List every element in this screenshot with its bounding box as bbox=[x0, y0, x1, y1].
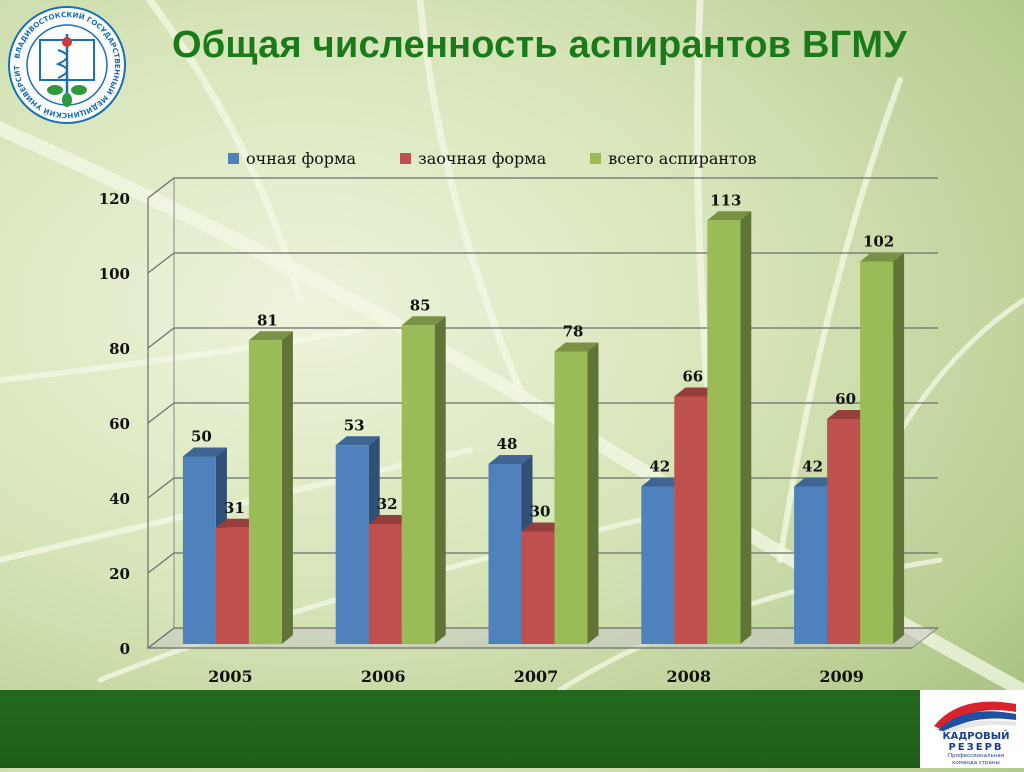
bar-vsego bbox=[860, 261, 894, 644]
bar-top bbox=[488, 455, 533, 464]
caduceus-icon bbox=[39, 34, 95, 107]
y-tick-label: 120 bbox=[99, 190, 130, 208]
badge-line4: команда страны bbox=[952, 760, 1000, 766]
bar-side bbox=[281, 331, 293, 644]
y-tick-label: 40 bbox=[109, 490, 130, 508]
data-label: 31 bbox=[224, 499, 245, 517]
bar-ochnaya bbox=[488, 464, 522, 644]
bar-top bbox=[182, 447, 227, 457]
bar-chart: 0 20 40 60 80 100 120 50 31 81 2005 53 32 85 2006 48 30 7… bbox=[99, 176, 940, 686]
data-label: 78 bbox=[563, 323, 584, 341]
data-label: 50 bbox=[191, 428, 212, 446]
data-label: 32 bbox=[377, 495, 398, 513]
data-label: 42 bbox=[649, 458, 670, 476]
x-tick-label: 2006 bbox=[361, 667, 406, 686]
bar-zaochnaya bbox=[827, 419, 861, 644]
bar-zaochnaya bbox=[674, 396, 708, 644]
y-tick-label: 100 bbox=[99, 265, 130, 283]
bar-side bbox=[740, 211, 752, 644]
data-label: 66 bbox=[682, 368, 703, 386]
bar-vsego bbox=[248, 340, 282, 644]
bar-side bbox=[434, 316, 446, 644]
data-label: 53 bbox=[344, 416, 365, 434]
x-tick-label: 2009 bbox=[819, 667, 864, 686]
data-label: 81 bbox=[257, 311, 278, 329]
legend-label: очная форма bbox=[246, 148, 356, 168]
legend-label: заочная форма bbox=[417, 148, 547, 168]
bar-vsego bbox=[554, 351, 588, 644]
gridline bbox=[147, 252, 938, 274]
bar-zaochnaya bbox=[521, 531, 555, 644]
data-label: 113 bbox=[710, 191, 741, 209]
data-label: 60 bbox=[835, 390, 856, 408]
data-label: 42 bbox=[802, 458, 823, 476]
bar-top bbox=[707, 211, 752, 221]
x-tick-label: 2007 bbox=[514, 667, 559, 686]
data-label: 30 bbox=[530, 503, 551, 521]
kadrovy-rezerv-badge: КАДРОВЫЙ РЕЗЕРВ Профессиональная команда… bbox=[920, 690, 1024, 768]
y-tick-label: 80 bbox=[109, 340, 130, 358]
bar-top bbox=[335, 436, 380, 446]
legend-item-ochnaya: очная форма bbox=[228, 149, 356, 168]
badge-line3: Профессиональная bbox=[947, 753, 1005, 759]
data-label: 85 bbox=[410, 296, 431, 314]
bar-top bbox=[401, 316, 446, 326]
bar-top bbox=[554, 342, 599, 352]
data-label: 48 bbox=[497, 435, 518, 453]
university-logo: ВЛАДИВОСТОКСКИЙ ГОСУДАРСТВЕННЫЙ МЕДИЦИНС… bbox=[6, 4, 126, 124]
bar-ochnaya bbox=[335, 445, 369, 644]
y-tick-label: 20 bbox=[109, 565, 130, 583]
bar-ochnaya bbox=[641, 486, 675, 644]
bar-zaochnaya bbox=[368, 524, 402, 644]
bar-zaochnaya bbox=[215, 527, 249, 644]
y-tick-label: 60 bbox=[109, 415, 130, 433]
footer-bar bbox=[0, 690, 1024, 768]
legend-swatch-ochnaya bbox=[228, 152, 239, 164]
flag-swoosh-icon bbox=[934, 701, 1016, 734]
bar-side bbox=[587, 342, 599, 644]
y-tick-label: 0 bbox=[120, 640, 130, 658]
badge-line2: РЕЗЕРВ bbox=[948, 742, 1004, 753]
chart-legend: очная форма заочная форма всего аспирант… bbox=[228, 146, 757, 170]
legend-swatch-vsego bbox=[590, 152, 602, 164]
x-tick-label: 2008 bbox=[667, 667, 712, 686]
legend-swatch-zaochnaya bbox=[399, 152, 411, 164]
gridline bbox=[147, 327, 938, 349]
legend-item-vsego: всего аспирантов bbox=[590, 148, 757, 168]
gridline bbox=[147, 177, 938, 199]
data-label: 102 bbox=[863, 233, 894, 251]
x-tick-label: 2005 bbox=[208, 667, 253, 686]
bar-top bbox=[860, 252, 905, 262]
bar-vsego bbox=[707, 220, 741, 644]
badge-line1: КАДРОВЫЙ bbox=[942, 731, 1010, 742]
bar-ochnaya bbox=[182, 456, 216, 644]
bar-side bbox=[893, 252, 905, 644]
legend-item-zaochnaya: заочная форма bbox=[399, 148, 547, 168]
bar-top bbox=[248, 331, 293, 341]
bar-ochnaya bbox=[794, 486, 828, 644]
bar-vsego bbox=[401, 325, 435, 644]
page-title: Общая численность аспирантов ВГМУ bbox=[172, 24, 908, 66]
legend-label: всего аспирантов bbox=[608, 148, 757, 168]
